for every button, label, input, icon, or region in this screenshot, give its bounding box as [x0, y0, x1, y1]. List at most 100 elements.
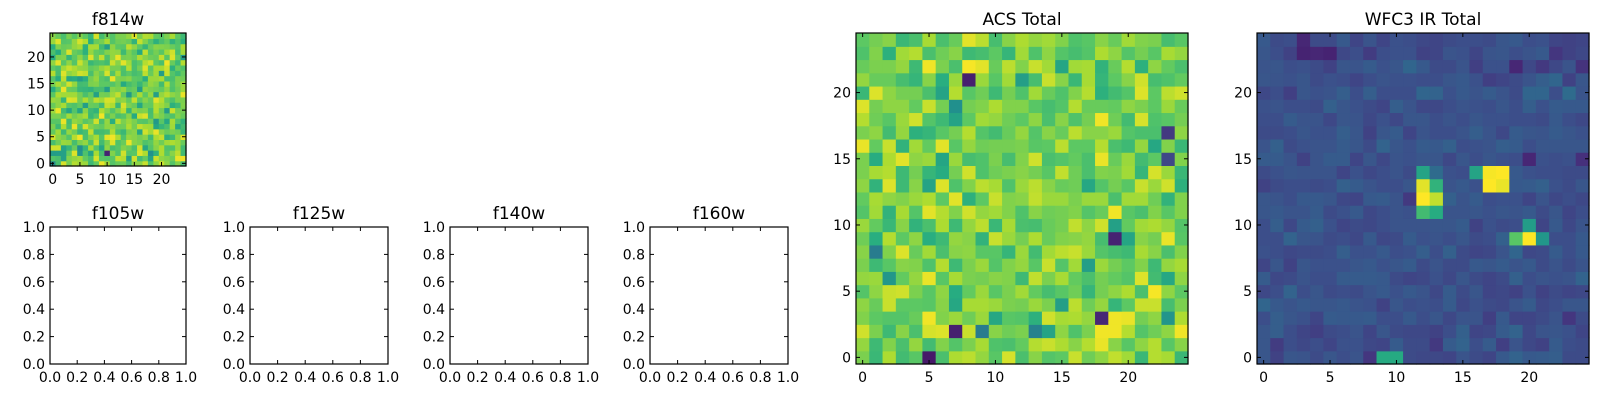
heatmap-cell	[1535, 218, 1550, 233]
heatmap-cell	[856, 311, 870, 325]
heatmap-cell	[1469, 311, 1484, 325]
heatmap-cell	[104, 43, 111, 50]
heatmap-cell	[88, 112, 95, 119]
heatmap-cell	[175, 38, 182, 45]
heatmap-cell	[1028, 112, 1043, 127]
heatmap-cell	[1028, 297, 1043, 312]
heatmap-cell	[1134, 152, 1149, 166]
heatmap-cell	[1174, 165, 1189, 180]
heatmap-cell	[1015, 350, 1030, 365]
heatmap-cell	[869, 324, 884, 339]
heatmap-cell	[1509, 46, 1524, 61]
heatmap-cell	[93, 48, 100, 55]
heatmap-cell	[50, 64, 57, 71]
heatmap-cell	[1496, 99, 1510, 114]
heatmap-cell	[88, 123, 95, 130]
heatmap-cell	[895, 72, 910, 87]
heatmap-cell	[1055, 350, 1070, 365]
heatmap-cell	[88, 155, 95, 162]
heatmap-cell	[1562, 218, 1577, 233]
heatmap-cell	[120, 64, 127, 71]
heatmap-cell	[1323, 231, 1338, 246]
heatmap-cell	[126, 43, 133, 50]
heatmap-cell	[1429, 350, 1444, 365]
heatmap-cell	[164, 155, 171, 162]
heatmap-cell	[1456, 138, 1471, 153]
heatmap-cell	[1416, 205, 1431, 219]
heatmap-cell	[109, 48, 116, 55]
heatmap-cell	[1376, 165, 1391, 180]
heatmap-cell	[1028, 244, 1043, 259]
heatmap-cell	[109, 96, 116, 103]
heatmap-cell	[1442, 59, 1457, 74]
heatmap-cell	[1041, 231, 1056, 246]
heatmap-cell	[77, 150, 84, 156]
heatmap-cell	[1068, 46, 1083, 61]
heatmap-cell	[109, 86, 116, 93]
heatmap-cell	[962, 99, 977, 114]
heatmap-cell	[1469, 138, 1484, 153]
heatmap-cell	[1469, 72, 1484, 87]
heatmap-cell	[180, 128, 187, 135]
heatmap-cell	[180, 150, 187, 156]
heatmap-cell	[1416, 33, 1431, 47]
heatmap-cell	[1522, 284, 1537, 299]
heatmap-cell	[1429, 258, 1444, 272]
heatmap-cell	[1015, 218, 1030, 233]
heatmap-cell	[88, 150, 95, 156]
heatmap-cell	[1041, 85, 1056, 100]
heatmap-cell	[1323, 46, 1338, 61]
heatmap-cell	[1296, 337, 1311, 352]
heatmap-cell	[126, 96, 133, 103]
heatmap-cell	[98, 102, 105, 109]
heatmap-cell	[1015, 152, 1030, 166]
heatmap-cell	[1121, 72, 1136, 87]
heatmap-cell	[77, 75, 84, 82]
heatmap-cell	[137, 86, 144, 93]
heatmap-cell	[1349, 231, 1364, 246]
heatmap-cell	[1482, 271, 1497, 286]
heatmap-cell	[71, 139, 78, 146]
heatmap-cell	[1041, 59, 1056, 74]
heatmap-cell	[71, 128, 78, 135]
heatmap-cell	[50, 128, 57, 135]
heatmap-cell	[1055, 165, 1070, 180]
heatmap-cell	[98, 160, 105, 167]
heatmap-cell	[1562, 152, 1577, 166]
heatmap-cell	[1509, 138, 1524, 153]
heatmap-cell	[1323, 138, 1338, 153]
heatmap-cell	[1068, 138, 1083, 153]
heatmap-cell	[66, 160, 73, 167]
heatmap-cell	[1416, 152, 1431, 166]
heatmap-cell	[55, 86, 62, 93]
heatmap-cell	[922, 258, 937, 272]
heatmap-cell	[1257, 138, 1271, 153]
heatmap-cell	[1389, 231, 1404, 246]
heatmap-cell	[856, 191, 870, 206]
heatmap-cell	[1174, 337, 1189, 352]
heatmap-cell	[1429, 46, 1444, 61]
heatmap-cell	[55, 80, 62, 87]
heatmap-cell	[180, 59, 187, 66]
heatmap-cell	[1121, 258, 1136, 272]
heatmap-cell	[1336, 99, 1351, 114]
x-tick-label: 5	[75, 172, 84, 188]
heatmap-cell	[1174, 85, 1189, 100]
x-tick-label: 10	[1388, 370, 1406, 386]
heatmap-cell	[1095, 85, 1109, 100]
heatmap-cell	[869, 284, 884, 299]
heatmap-cell	[153, 112, 160, 119]
heatmap-cell	[988, 337, 1003, 352]
heatmap-cell	[922, 205, 937, 219]
heatmap-cell	[1068, 59, 1083, 74]
heatmap-cell	[55, 123, 62, 130]
heatmap-cell	[164, 160, 171, 167]
heatmap-cell	[1174, 311, 1189, 325]
y-tick-label: 0.8	[23, 247, 45, 263]
heatmap-cell	[169, 123, 176, 130]
heatmap-cell	[50, 43, 57, 50]
heatmap-cell	[169, 80, 176, 87]
heatmap-cell	[153, 86, 160, 93]
heatmap-cell	[1416, 72, 1431, 87]
heatmap-cell	[1081, 218, 1096, 233]
